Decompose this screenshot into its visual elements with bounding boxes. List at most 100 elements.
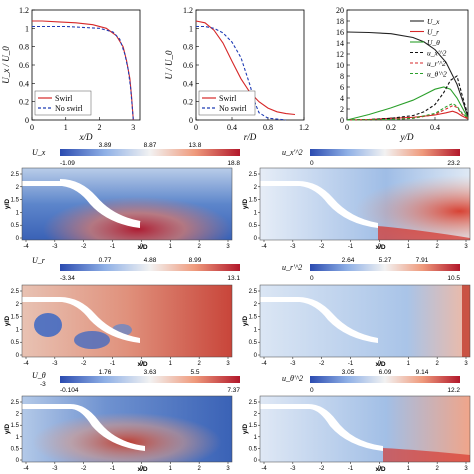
x-tick-label: -1 xyxy=(348,244,354,250)
x-tick-label: 1 xyxy=(407,361,411,367)
y-tick-label: 2.5 xyxy=(11,289,20,295)
y-tick-label: 2.5 xyxy=(249,400,258,406)
colorbar-title: u_r'^2 xyxy=(282,263,302,272)
y-tick-label: 1 xyxy=(25,24,29,33)
y-tick-label: 1 xyxy=(16,327,20,333)
panel-velocity-radial-profile: 00.20.40.60.811.20 0.4 0.8 1.2 r/D U / U_0 … xyxy=(164,6,309,142)
y-tick-label: 16 xyxy=(336,28,344,37)
x-tick-label: -4 xyxy=(23,361,29,367)
contour-jet-region xyxy=(22,168,232,240)
colorbar-min: -1.09 xyxy=(60,160,75,167)
colorbar-extra-label: -3 xyxy=(40,381,46,388)
x-tick-label: 3 xyxy=(226,361,230,367)
colorbar-tick: 6.09 xyxy=(379,369,392,376)
series-line xyxy=(196,25,287,121)
legend-label-swirl: Swirl xyxy=(55,94,73,103)
x-tick-label: -2 xyxy=(81,244,87,250)
colorbar-title: u_x'^2 xyxy=(282,148,303,157)
x-tick-label: -1 xyxy=(110,466,116,472)
y-tick-label: 0.5 xyxy=(11,340,20,346)
panel-velocity-axial: 0 0.2 0.4 0.6 0.8 1 1.2 0 1 2 3 x/D U_x / U_0 Swir… xyxy=(1,6,141,142)
y-tick-label: 0.6 xyxy=(19,61,29,70)
x-tick-label: 2 xyxy=(435,361,439,367)
colorbar-tick: 5.5 xyxy=(190,369,199,376)
y-tick-label: 1.5 xyxy=(11,198,20,204)
colorbar-min: 0 xyxy=(310,160,314,167)
x-tick-label: -1 xyxy=(348,361,354,367)
x-tick-label: 0 xyxy=(30,123,34,132)
colorbar-max: 12.2 xyxy=(447,387,460,394)
colorbar-min: -3.34 xyxy=(60,275,75,282)
nozzle-wall xyxy=(22,396,145,451)
x-tick-label: 0.2 xyxy=(386,123,396,132)
plot-frame xyxy=(346,9,469,121)
x-tick-label: 2 xyxy=(98,123,102,132)
contour-panel-u-theta-variance xyxy=(260,396,470,462)
y-axis-label: y/D xyxy=(242,199,249,209)
y-tick-label: 0 xyxy=(254,353,258,359)
x-tick-label: -2 xyxy=(319,244,325,250)
legend-box xyxy=(198,90,256,116)
x-tick-label: 1 xyxy=(169,361,173,367)
contour-frame xyxy=(21,284,233,358)
x-tick-label: -1 xyxy=(348,466,354,472)
colorbar-U-r: U_r -3.34 13.1 0.77 4.88 8.99 xyxy=(32,256,240,282)
y-tick-label: 10 xyxy=(336,61,344,70)
y-tick-label: 0.2 xyxy=(19,98,29,107)
y-tick-label: 2 xyxy=(16,302,20,308)
y-tick-label: 2.5 xyxy=(11,172,20,178)
shear-layer-band xyxy=(378,226,470,240)
colorbar-u-r-variance: u_r'^2 0 10.5 2.64 5.27 7.91 xyxy=(282,257,460,282)
series-line xyxy=(346,86,469,121)
y-tick-label: 20 xyxy=(336,6,344,15)
contour-frame xyxy=(259,284,471,358)
x-tick-label: 0 xyxy=(378,244,382,250)
x-tick-label: 0 xyxy=(140,244,144,250)
colorbar-max: 7.37 xyxy=(227,387,240,394)
x-tick-label: -3 xyxy=(52,361,58,367)
x-axis-label: y/D xyxy=(400,132,414,142)
wall-hot-strip xyxy=(462,285,470,357)
colorbar-gradient xyxy=(310,149,460,156)
y-tick-label: 0 xyxy=(16,353,20,359)
x-tick-label: -4 xyxy=(261,244,267,250)
contour-panel-U-r xyxy=(22,285,232,357)
legend-label: U_θ xyxy=(427,38,440,47)
x-axis-label: r/D xyxy=(244,132,257,142)
x-axis-label: x/D xyxy=(138,361,148,368)
x-tick-label: 3 xyxy=(464,361,468,367)
colorbar-max: 10.5 xyxy=(447,275,460,282)
x-tick-label: -2 xyxy=(319,361,325,367)
contour-frame xyxy=(259,395,471,463)
y-tick-label: 0.5 xyxy=(11,446,20,452)
colorbar-gradient xyxy=(310,376,460,383)
y-axis-label: y/D xyxy=(242,424,249,434)
x-tick-label: -3 xyxy=(52,244,58,250)
x-tick-label: 3 xyxy=(464,244,468,250)
y-tick-label: 1 xyxy=(254,327,258,333)
x-tick-label: -2 xyxy=(319,466,325,472)
y-tick-label: 0 xyxy=(189,116,193,125)
x-tick-label: 2 xyxy=(435,244,439,250)
y-axis-label: U / U_0 xyxy=(164,50,174,79)
x-axis-label: x/D xyxy=(79,132,93,142)
colorbar-U-x: U_x -1.09 18.8 3.89 8.87 13.8 xyxy=(32,142,240,167)
x-tick-label: 2 xyxy=(197,244,201,250)
colorbar-tick: 7.91 xyxy=(416,257,429,264)
legend: U_x U_rU_θ u_x'^2u_r'^2 u_θ'^2 xyxy=(410,17,447,79)
x-tick-label: 3 xyxy=(226,244,230,250)
x-axis-label: x/D xyxy=(138,244,148,251)
contour-field xyxy=(260,285,470,357)
y-tick-label: 2 xyxy=(254,185,258,191)
y-tick-label: 4 xyxy=(340,94,344,103)
y-tick-label: 14 xyxy=(336,39,344,48)
y-tick-label: 0 xyxy=(254,458,258,464)
x-tick-label: -4 xyxy=(261,466,267,472)
colorbar-max: 23.2 xyxy=(447,160,460,167)
y-tick-label: 2 xyxy=(254,302,258,308)
legend-label: u_θ'^2 xyxy=(427,70,447,79)
x-tick-label: 2 xyxy=(197,466,201,472)
y-tick-label: 12 xyxy=(336,50,344,59)
x-tick-label: 3 xyxy=(464,466,468,472)
